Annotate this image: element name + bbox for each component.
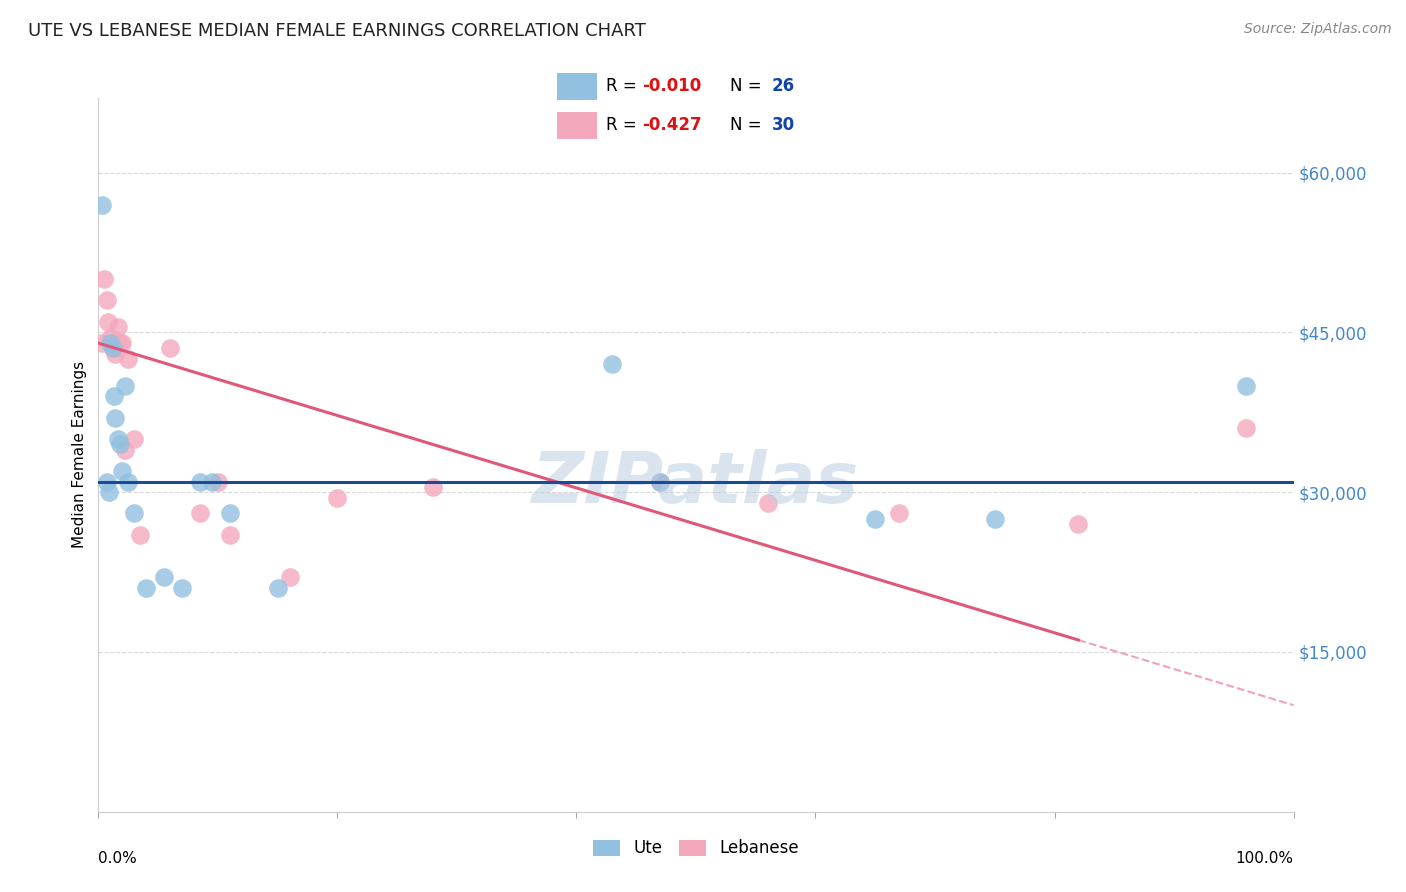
Text: -0.010: -0.010: [643, 78, 702, 95]
Point: [111, 336, 134, 351]
Point: [1234, 378, 1257, 392]
Point: [648, 475, 672, 489]
Point: [104, 410, 127, 425]
Point: [97, 315, 120, 329]
Text: 0.0%: 0.0%: [98, 851, 138, 866]
Point: [756, 496, 779, 510]
Point: [108, 437, 131, 451]
Point: [188, 475, 211, 489]
Point: [98, 331, 122, 345]
Point: [863, 512, 886, 526]
Point: [111, 464, 134, 478]
Point: [188, 507, 211, 521]
Point: [219, 528, 242, 542]
Point: [98, 485, 121, 500]
Point: [91, 336, 114, 351]
FancyBboxPatch shape: [557, 72, 596, 100]
Text: N =: N =: [730, 116, 766, 134]
Text: N =: N =: [730, 78, 766, 95]
Point: [103, 389, 125, 403]
Text: UTE VS LEBANESE MEDIAN FEMALE EARNINGS CORRELATION CHART: UTE VS LEBANESE MEDIAN FEMALE EARNINGS C…: [28, 22, 645, 40]
Text: R =: R =: [606, 116, 641, 134]
Point: [107, 320, 129, 334]
Point: [135, 581, 157, 595]
Point: [101, 342, 124, 356]
Point: [108, 336, 131, 351]
Point: [124, 432, 146, 446]
Text: R =: R =: [606, 78, 641, 95]
Point: [1067, 517, 1090, 532]
Point: [124, 507, 146, 521]
Point: [114, 442, 136, 457]
Point: [129, 528, 152, 542]
Point: [104, 347, 127, 361]
Point: [159, 342, 181, 356]
Point: [103, 342, 125, 356]
Point: [201, 475, 224, 489]
Point: [91, 197, 114, 211]
Point: [648, 475, 672, 489]
Y-axis label: Median Female Earnings: Median Female Earnings: [72, 361, 87, 549]
Point: [172, 581, 194, 595]
Point: [889, 507, 911, 521]
Point: [96, 293, 118, 308]
Point: [207, 475, 229, 489]
Point: [96, 475, 118, 489]
Point: [93, 272, 115, 286]
Point: [107, 432, 129, 446]
Text: 30: 30: [772, 116, 796, 134]
Point: [153, 570, 176, 584]
Point: [278, 570, 301, 584]
Point: [101, 342, 124, 356]
Point: [1234, 421, 1257, 435]
Point: [117, 475, 139, 489]
Point: [117, 352, 139, 367]
Point: [600, 358, 623, 372]
FancyBboxPatch shape: [557, 112, 596, 139]
Legend: Ute, Lebanese: Ute, Lebanese: [586, 833, 806, 864]
Point: [219, 507, 242, 521]
Point: [267, 581, 290, 595]
Text: ZIPatlas: ZIPatlas: [533, 449, 859, 518]
Point: [983, 512, 1005, 526]
Point: [326, 491, 349, 505]
Text: 100.0%: 100.0%: [1236, 851, 1294, 866]
Point: [100, 336, 122, 351]
Text: 26: 26: [772, 78, 796, 95]
Point: [422, 480, 444, 494]
Text: -0.427: -0.427: [643, 116, 702, 134]
Point: [114, 378, 136, 392]
Point: [98, 336, 122, 351]
Text: Source: ZipAtlas.com: Source: ZipAtlas.com: [1244, 22, 1392, 37]
